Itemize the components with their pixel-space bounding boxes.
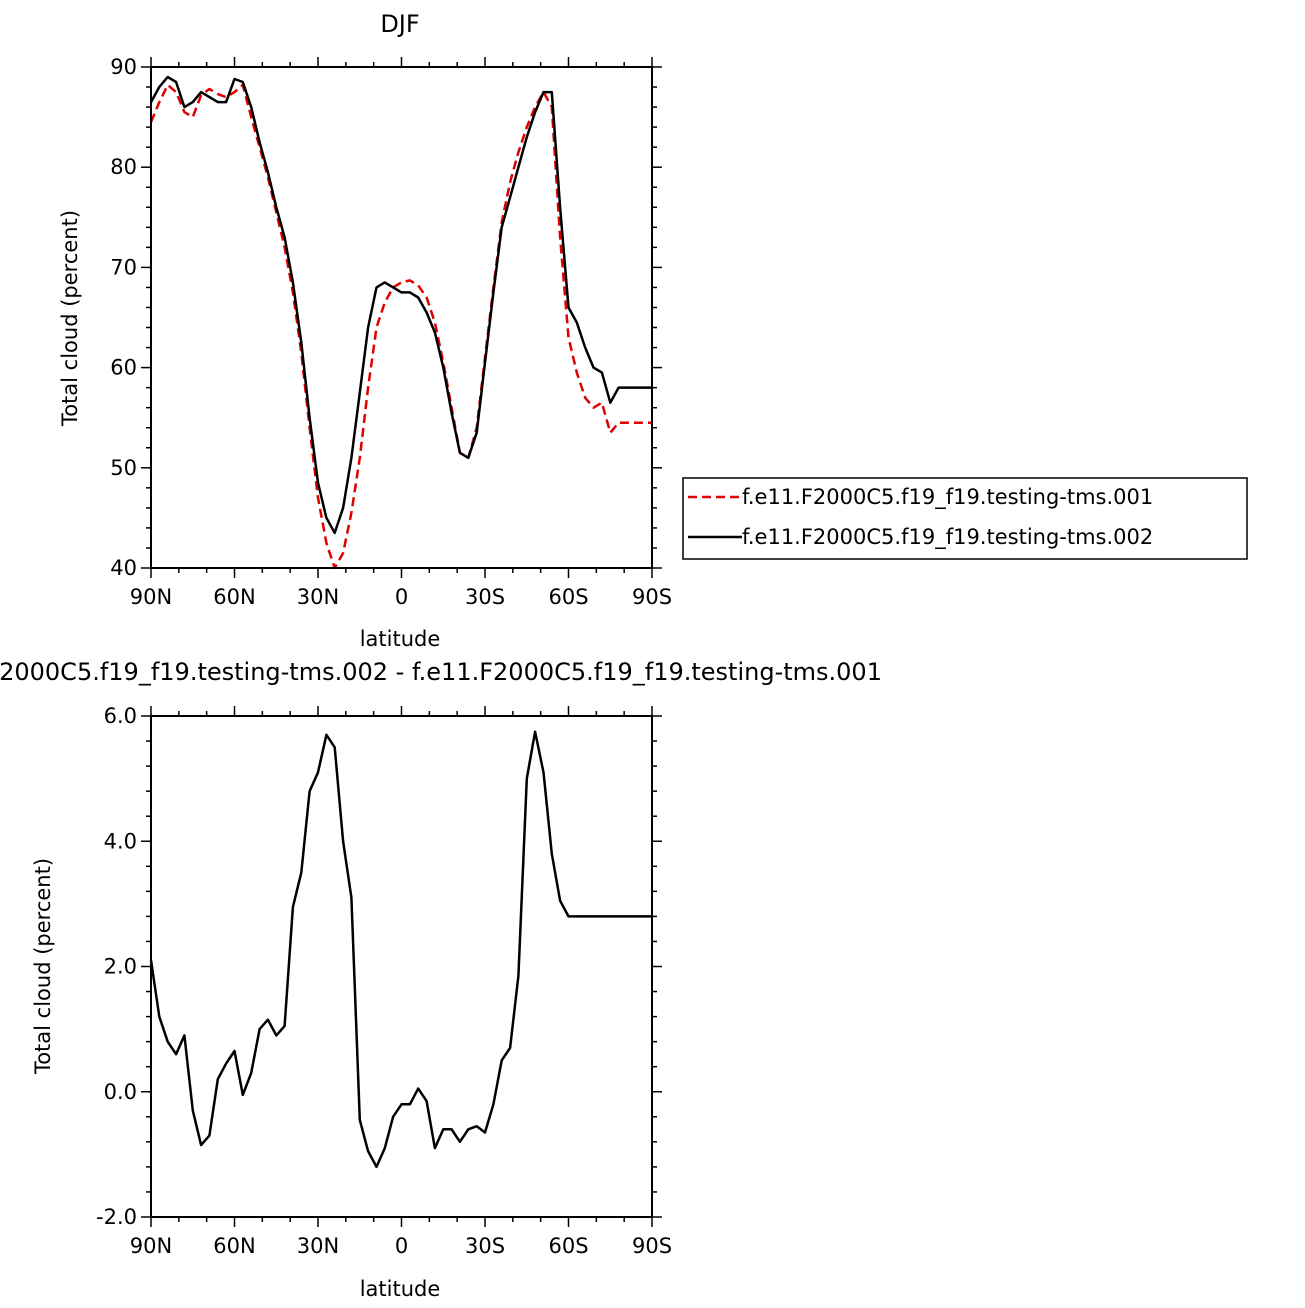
legend-label-series-1: f.e11.F2000C5.f19_f19.testing-tms.001 (742, 485, 1153, 510)
x-tick-label: 0 (395, 1234, 408, 1258)
plot-1-frame (150, 66, 653, 569)
x-tick-label: 60S (548, 585, 588, 609)
y-tick-label: 50 (110, 456, 137, 480)
x-tick-label: 60N (213, 1234, 255, 1258)
x-tick-label: 60S (548, 1234, 588, 1258)
x-tick-label: 30S (465, 585, 505, 609)
x-tick-label: 90S (632, 585, 672, 609)
plot-1: DJF Total cloud (percent) latitude 90N 60… (58, 10, 672, 651)
series-line-2 (149, 75, 652, 535)
y-tick-label: 40 (110, 556, 137, 580)
x-tick-label: 90N (130, 1234, 172, 1258)
series-line-1 (149, 83, 652, 570)
plot-2-frame (150, 715, 653, 1218)
plot-2-x-ticks: 90N 60N 30N 0 30S 60S 90S (130, 706, 672, 1258)
plot-2-ylabel: Total cloud (percent) (31, 858, 55, 1075)
y-tick-label: 4.0 (104, 829, 137, 853)
y-tick-label: 90 (110, 55, 137, 79)
x-tick-label: 0 (395, 585, 408, 609)
plot-2-series (149, 730, 652, 1169)
x-tick-label: 30N (297, 1234, 339, 1258)
plot-1-x-ticks: 90N 60N 30N 0 30S 60S 90S (130, 57, 672, 609)
legend-label-series-2: f.e11.F2000C5.f19_f19.testing-tms.002 (742, 525, 1153, 550)
plot-1-series (149, 75, 652, 570)
plot-1-title: DJF (380, 10, 419, 38)
plot-2-xlabel: latitude (360, 1277, 441, 1301)
y-tick-label: 60 (110, 356, 137, 380)
plot-1-y-ticks: 40 50 60 70 80 90 (110, 55, 662, 580)
y-tick-label: 70 (110, 255, 137, 279)
plot-2-title: f.e11.F2000C5.f19_f19.testing-tms.002 - … (0, 658, 882, 686)
series-line-1 (149, 730, 652, 1169)
y-tick-label: 0.0 (104, 1080, 137, 1104)
x-tick-label: 90S (632, 1234, 672, 1258)
x-tick-label: 30S (465, 1234, 505, 1258)
x-tick-label: 90N (130, 585, 172, 609)
plot-1-xlabel: latitude (360, 627, 441, 651)
plot-2-y-ticks: -2.0 0.0 2.0 4.0 6.0 (96, 704, 662, 1229)
legend: f.e11.F2000C5.f19_f19.testing-tms.001 f.… (682, 477, 1248, 560)
plot-1-ylabel: Total cloud (percent) (58, 210, 82, 427)
y-tick-label: 6.0 (104, 704, 137, 728)
x-tick-label: 60N (213, 585, 255, 609)
legend-box (682, 477, 1248, 560)
plot-2: f.e11.F2000C5.f19_f19.testing-tms.002 - … (0, 658, 882, 1301)
y-tick-label: -2.0 (96, 1205, 137, 1229)
x-tick-label: 30N (297, 585, 339, 609)
y-tick-label: 2.0 (104, 955, 137, 979)
y-tick-label: 80 (110, 155, 137, 179)
